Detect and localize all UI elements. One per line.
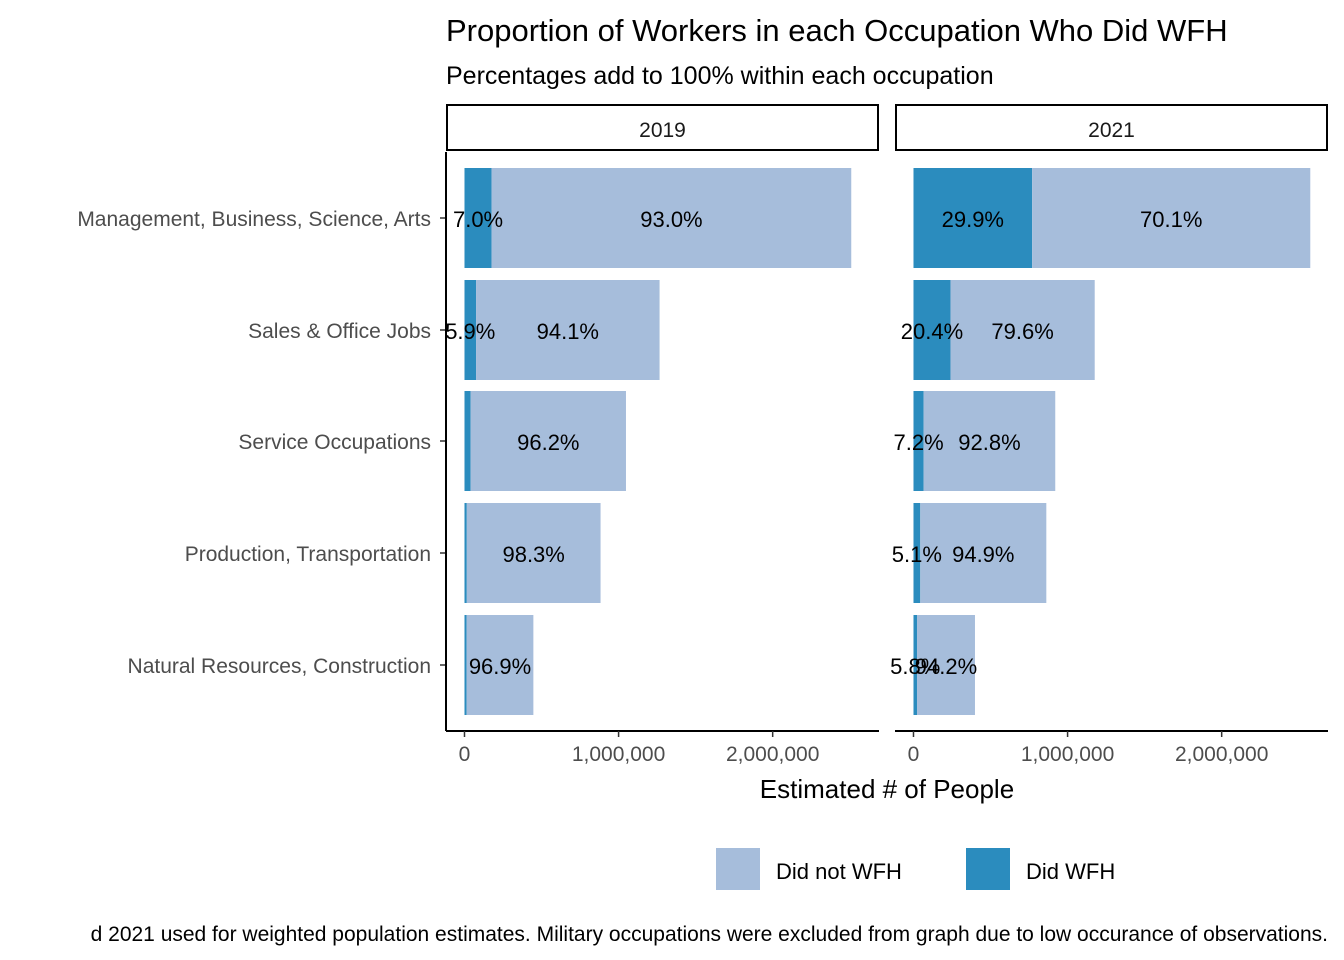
bar-did-not-wfh: [950, 280, 1095, 380]
legend: Did not WFH Did WFH: [716, 848, 1115, 890]
data-label-did-wfh: 5.9%: [445, 319, 495, 344]
data-label-did-not-wfh: 92.8%: [958, 430, 1020, 455]
bar-did-not-wfh: [923, 391, 1056, 491]
bar-did-wfh: [464, 280, 477, 380]
x-tick-label: 2,000,000: [726, 743, 819, 766]
facet-strip: [446, 104, 879, 151]
panels: 2019 7.0% 93.0% 5.9% 94.1% 96.2% 98.3% 96.9% 0 1,…: [445, 104, 1328, 766]
bar-did-not-wfh: [917, 615, 975, 715]
category-label: Production, Transportation: [185, 543, 431, 566]
facet-strip: [895, 104, 1328, 151]
caption: d 2021 used for weighted population esti…: [91, 923, 1328, 946]
data-label-did-not-wfh: 70.1%: [1140, 207, 1202, 232]
legend-label: Did WFH: [1026, 859, 1115, 884]
chart-subtitle: Percentages add to 100% within each occu…: [446, 62, 994, 90]
data-label-did-wfh: 29.9%: [942, 207, 1004, 232]
facet-label: 2019: [639, 119, 686, 142]
x-tick-label: 1,000,000: [1021, 743, 1114, 766]
legend-swatch: [716, 848, 760, 890]
data-label-did-wfh: 7.0%: [453, 207, 503, 232]
data-label-did-not-wfh: 79.6%: [991, 319, 1053, 344]
category-labels: Management, Business, Science, Arts Sales…: [77, 208, 446, 678]
bar-did-not-wfh: [491, 168, 852, 268]
bar-did-not-wfh: [466, 503, 601, 603]
x-tick-label: 1,000,000: [572, 743, 665, 766]
data-label-did-not-wfh: 93.0%: [640, 207, 702, 232]
bar-did-wfh: [913, 615, 918, 715]
data-label-did-wfh: 5.8%: [890, 654, 940, 679]
bar-did-wfh: [464, 503, 467, 603]
x-axis-title: Estimated # of People: [760, 774, 1014, 804]
bar-did-wfh: [464, 168, 492, 268]
data-label-did-wfh: 20.4%: [901, 319, 963, 344]
panel-2021: 2021 29.9% 70.1% 20.4% 79.6% 7.2% 92.8% 5.1% 94.…: [890, 104, 1328, 766]
bar-did-not-wfh: [476, 280, 660, 380]
bar-did-not-wfh: [920, 503, 1047, 603]
data-label-did-not-wfh: 98.3%: [502, 542, 564, 567]
bar-did-wfh: [913, 168, 1033, 268]
x-tick-label: 0: [908, 743, 920, 766]
data-label-did-wfh: 7.2%: [893, 430, 943, 455]
category-label: Natural Resources, Construction: [128, 655, 431, 678]
bar-did-wfh: [464, 615, 467, 715]
category-label: Management, Business, Science, Arts: [77, 208, 431, 231]
bar-did-wfh: [913, 280, 951, 380]
bar-did-not-wfh: [470, 391, 626, 491]
legend-swatch: [966, 848, 1010, 890]
data-label-did-not-wfh: 94.1%: [537, 319, 599, 344]
bar-did-not-wfh: [466, 615, 534, 715]
category-label: Sales & Office Jobs: [248, 320, 431, 343]
x-tick-label: 0: [459, 743, 471, 766]
panel-2019: 2019 7.0% 93.0% 5.9% 94.1% 96.2% 98.3% 96.9% 0 1,…: [445, 104, 879, 766]
bar-did-wfh: [913, 503, 921, 603]
data-label-did-not-wfh: 94.9%: [952, 542, 1014, 567]
data-label-did-wfh: 5.1%: [892, 542, 942, 567]
facet-label: 2021: [1088, 119, 1135, 142]
bar-did-wfh: [913, 391, 924, 491]
x-tick-label: 2,000,000: [1175, 743, 1268, 766]
chart-title: Proportion of Workers in each Occupation…: [446, 13, 1228, 48]
data-label-did-not-wfh: 96.9%: [469, 654, 531, 679]
category-label: Service Occupations: [238, 431, 431, 454]
data-label-did-not-wfh: 96.2%: [517, 430, 579, 455]
legend-label: Did not WFH: [776, 859, 902, 884]
bar-did-wfh: [464, 391, 471, 491]
bar-did-not-wfh: [1032, 168, 1311, 268]
data-label-did-not-wfh: 94.2%: [915, 654, 977, 679]
